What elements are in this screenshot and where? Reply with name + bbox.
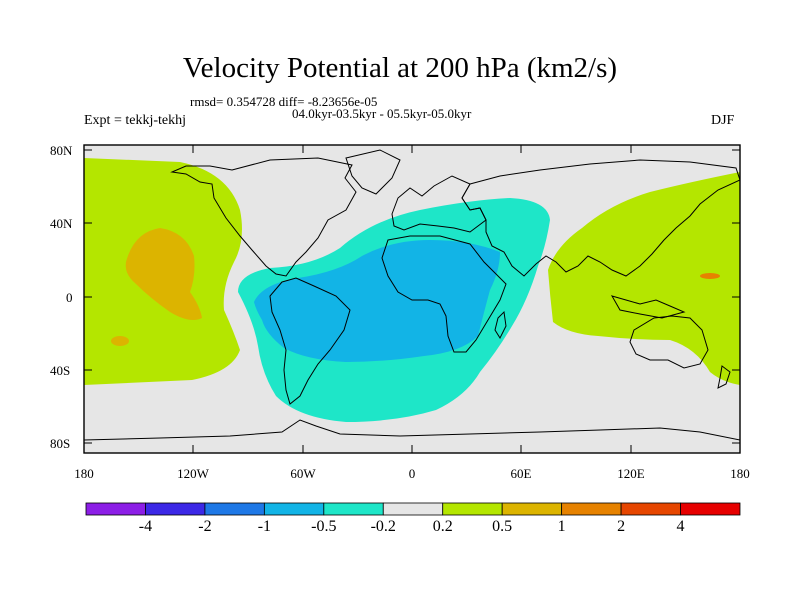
x-label-120e: 120E (617, 466, 645, 481)
colorbar-swatch-7 (501, 502, 563, 516)
season-label: DJF (711, 113, 735, 128)
antarctica-outline (84, 419, 740, 441)
australia-outline (629, 315, 709, 369)
indonesia-outline (610, 295, 686, 319)
axis-ticks (84, 145, 740, 453)
x-label-180-west-edge: 180 (74, 466, 94, 481)
colorbar (85, 502, 741, 516)
south-america-outline (269, 277, 351, 405)
colorbar-label-3: -0.5 (311, 518, 337, 535)
y-label-equator: 0 (66, 290, 73, 305)
y-label-40s: 40S (50, 363, 71, 378)
experiment-label: Expt = tekkj-tekhj (84, 113, 186, 128)
x-label-60e: 60E (510, 466, 532, 481)
pacific-positive-core (125, 228, 202, 320)
colorbar-swatch-9 (620, 502, 681, 516)
colorbar-swatch-4 (323, 502, 384, 516)
colorbar-label-9: 4 (676, 518, 685, 535)
x-label-180-east-edge: 180 (730, 466, 750, 481)
colorbar-swatch-6 (442, 502, 503, 516)
colorbar-swatch-0 (85, 502, 146, 516)
period-subtitle: 04.0kyr-03.5kyr - 05.5kyr-05.0kyr (292, 106, 472, 121)
colorbar-label-0: -4 (138, 518, 153, 535)
colorbar-label-6: 0.5 (492, 518, 513, 535)
colorbar-swatch-3 (263, 502, 325, 516)
colorbar-swatch-1 (145, 502, 206, 516)
coastlines (84, 149, 740, 441)
central-negative-core (254, 240, 500, 362)
west-pacific-positive-core (700, 273, 720, 279)
y-label-80n: 80N (50, 143, 73, 158)
north-america-outline (170, 157, 357, 277)
greenland-outline (345, 149, 401, 195)
asia-outline (461, 159, 740, 277)
rmsd-diff-stats: rmsd= 0.354728 diff= -8.23656e-05 (190, 94, 378, 109)
colorbar-swatch-8 (561, 502, 622, 516)
colorbar-swatch-5 (382, 502, 444, 516)
chart-title: Velocity Potential at 200 hPa (km2/s) (182, 52, 618, 84)
colorbar-label-1: -2 (198, 518, 212, 535)
map-fields (84, 145, 740, 453)
y-label-80s: 80S (50, 436, 71, 451)
x-label-0: 0 (408, 466, 416, 481)
new-zealand-outline (717, 365, 731, 389)
madagascar-outline (494, 310, 507, 340)
colorbar-label-7: 1 (557, 518, 566, 535)
x-label-60w: 60W (290, 466, 316, 481)
colorbar-label-5: 0.2 (432, 518, 453, 535)
colorbar-swatch-10 (680, 502, 741, 516)
pacific-positive-small-core (111, 336, 129, 346)
colorbar-label-8: 2 (617, 518, 626, 535)
colorbar-label-4: -0.2 (370, 518, 396, 535)
x-label-120w: 120W (177, 466, 209, 481)
colorbar-swatch-2 (204, 502, 265, 516)
colorbar-label-2: -1 (257, 518, 272, 535)
west-pacific-positive-lobe (548, 172, 740, 385)
africa-outline (381, 235, 507, 353)
y-label-40n: 40N (50, 216, 73, 231)
